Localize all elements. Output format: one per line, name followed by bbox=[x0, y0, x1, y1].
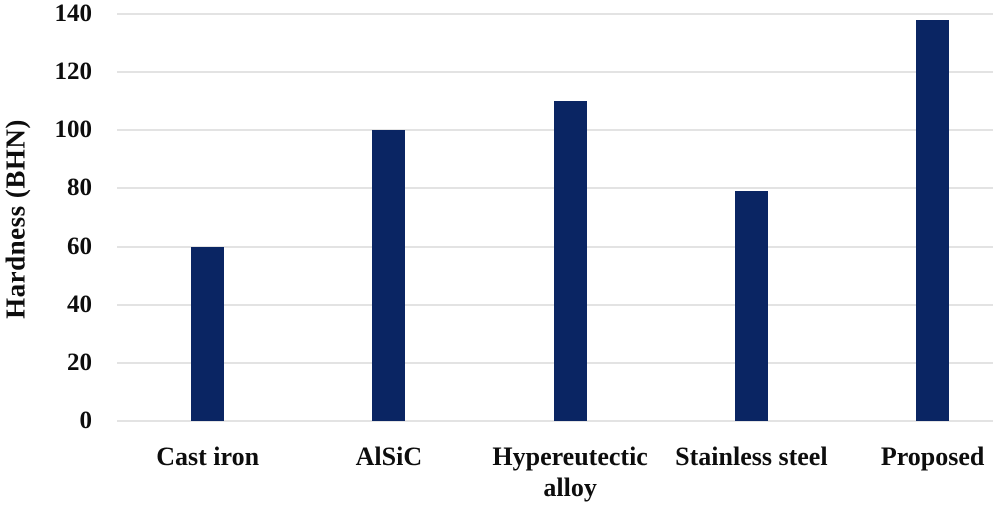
y-axis-tick-labels: 0 20 40 60 80 100 120 140 bbox=[0, 1, 93, 434]
bar-proposed bbox=[916, 19, 950, 421]
y-tick-label-0: 0 bbox=[79, 407, 93, 434]
bar-stainless-steel bbox=[734, 191, 768, 421]
x-axis-label-stainless-steel: Stainless steel bbox=[675, 442, 828, 471]
plot-area bbox=[117, 13, 993, 422]
x-axis-label-cast-iron: Cast iron bbox=[156, 442, 260, 471]
y-tick-label-100: 100 bbox=[54, 116, 93, 144]
y-tick-label-60: 60 bbox=[67, 232, 92, 260]
gridline-0 bbox=[117, 420, 993, 422]
y-tick-label-140: 140 bbox=[54, 0, 93, 27]
x-axis-label-alsic: AlSiC bbox=[355, 442, 423, 471]
y-tick-label-20: 20 bbox=[67, 348, 92, 376]
bar-cast-iron bbox=[191, 246, 225, 421]
bar-hypereutectic-alloy bbox=[553, 101, 587, 421]
bar-alsic bbox=[372, 130, 406, 421]
x-axis-label-hypereutectic-alloy: Hypereutectic alloy bbox=[492, 442, 648, 502]
y-tick-label-40: 40 bbox=[67, 290, 92, 318]
y-tick-label-80: 80 bbox=[67, 174, 92, 202]
gridline-140 bbox=[117, 13, 993, 15]
x-axis-label-proposed: Proposed bbox=[880, 442, 985, 471]
y-tick-label-120: 120 bbox=[54, 58, 93, 86]
gridline-120 bbox=[117, 71, 993, 74]
